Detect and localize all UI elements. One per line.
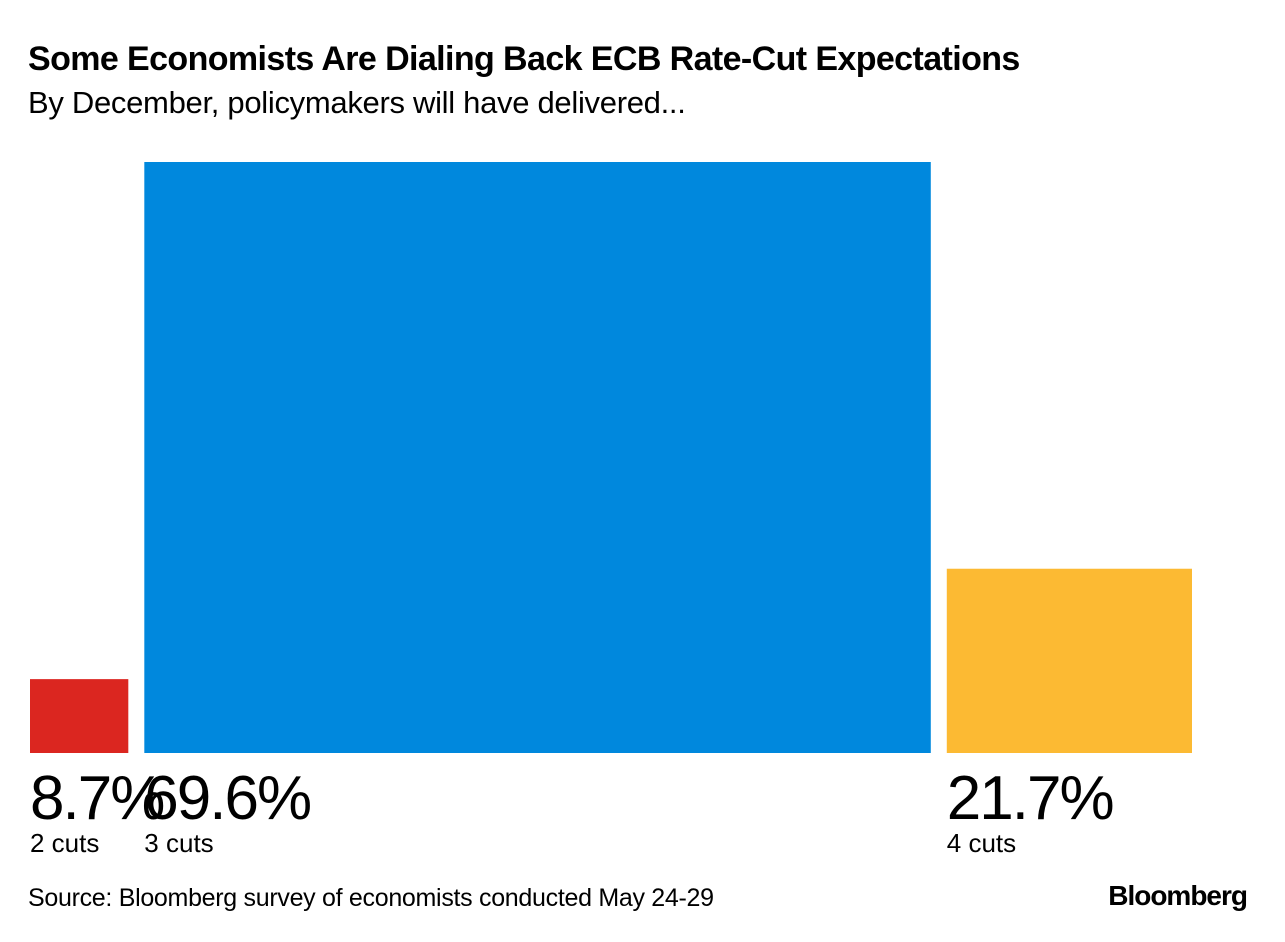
value-label: 69.6%: [144, 764, 310, 833]
source-note: Source: Bloomberg survey of economists c…: [28, 884, 714, 912]
bar-4-cuts: [946, 568, 1192, 753]
category-label: 3 cuts: [144, 828, 213, 858]
category-label: 2 cuts: [30, 828, 99, 858]
chart-subtitle: By December, policymakers will have deli…: [28, 85, 686, 120]
chart-title: Some Economists Are Dialing Back ECB Rat…: [28, 40, 1020, 78]
value-label: 21.7%: [947, 764, 1113, 833]
category-label: 4 cuts: [947, 828, 1016, 858]
bar-3-cuts: [144, 162, 931, 753]
bar-2-cuts: [30, 679, 129, 753]
value-label: 8.7%: [30, 764, 163, 833]
bloomberg-logo: Bloomberg: [1108, 880, 1248, 911]
